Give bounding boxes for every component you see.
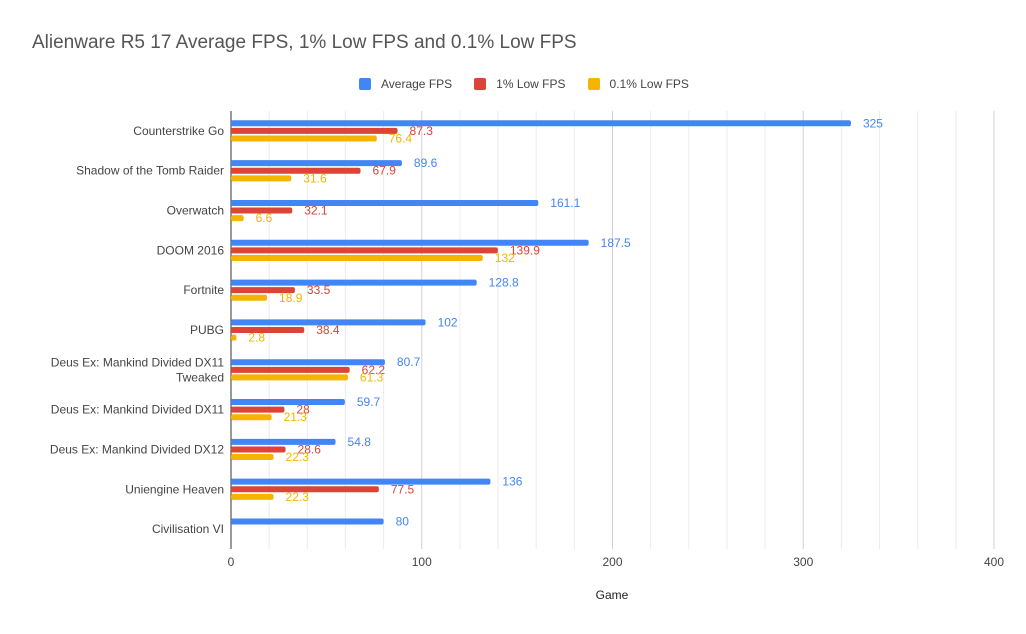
data-label: 161.1 bbox=[550, 196, 580, 210]
bar-average-fps bbox=[231, 120, 851, 127]
bar-average-fps bbox=[231, 518, 384, 525]
data-label: 31.6 bbox=[303, 171, 327, 185]
data-label: 80 bbox=[396, 514, 410, 528]
bar-1-low-fps bbox=[231, 446, 286, 453]
x-tick-label: 200 bbox=[602, 555, 622, 569]
x-tick-label: 100 bbox=[412, 555, 432, 569]
legend: Average FPS 1% Low FPS 0.1% Low FPS bbox=[359, 77, 711, 91]
bar-0-1-low-fps bbox=[231, 414, 272, 421]
bar-0-1-low-fps bbox=[231, 254, 483, 261]
bar-average-fps bbox=[231, 438, 336, 445]
legend-swatch bbox=[474, 78, 487, 90]
x-tick-label: 400 bbox=[984, 555, 1004, 569]
data-label: 28.6 bbox=[298, 442, 322, 456]
data-label: 76.4 bbox=[389, 132, 413, 146]
bar-0-1-low-fps bbox=[231, 135, 377, 142]
bar-0-1-low-fps bbox=[231, 374, 348, 381]
data-label: 87.3 bbox=[410, 124, 434, 138]
data-label: 6.6 bbox=[256, 211, 273, 225]
x-axis-title: Game bbox=[596, 588, 629, 602]
category-label: Uniengine Heaven bbox=[125, 482, 224, 496]
category-label: Tweaked bbox=[176, 370, 224, 384]
bar-average-fps bbox=[231, 319, 426, 326]
chart-title: Alienware R5 17 Average FPS, 1% Low FPS … bbox=[32, 32, 577, 53]
category-label: Fortnite bbox=[183, 283, 224, 297]
bar-average-fps bbox=[231, 160, 402, 167]
category-label: Deus Ex: Mankind Divided DX11 bbox=[51, 403, 225, 417]
bar-0-1-low-fps bbox=[231, 334, 237, 341]
bar-1-low-fps bbox=[231, 486, 379, 493]
data-label: 89.6 bbox=[414, 156, 438, 170]
data-label: 22.3 bbox=[286, 490, 310, 504]
legend-item: Average FPS bbox=[359, 77, 452, 91]
data-label: 59.7 bbox=[357, 395, 381, 409]
legend-label: Average FPS bbox=[381, 77, 453, 91]
bar-0-1-low-fps bbox=[231, 294, 268, 301]
data-label: 33.5 bbox=[307, 283, 331, 297]
bar-average-fps bbox=[231, 279, 477, 286]
bar-1-low-fps bbox=[231, 287, 295, 294]
data-label: 139.9 bbox=[510, 243, 540, 257]
legend-swatch bbox=[587, 78, 600, 90]
legend-label: 0.1% Low FPS bbox=[609, 77, 689, 91]
bar-1-low-fps bbox=[231, 247, 498, 254]
category-label: Counterstrike Go bbox=[133, 124, 224, 138]
data-label: 38.4 bbox=[316, 323, 340, 337]
bar-1-low-fps bbox=[231, 127, 398, 134]
legend-swatch bbox=[359, 78, 371, 90]
bar-0-1-low-fps bbox=[231, 175, 292, 182]
category-label: Deus Ex: Mankind Divided DX11 bbox=[51, 355, 225, 369]
legend-item: 1% Low FPS bbox=[474, 77, 566, 91]
data-label: 187.5 bbox=[601, 236, 631, 250]
category-label: Shadow of the Tomb Raider bbox=[76, 164, 224, 178]
bar-0-1-low-fps bbox=[231, 215, 244, 222]
bar-1-low-fps bbox=[231, 406, 285, 413]
data-label: 102 bbox=[438, 315, 458, 329]
data-label: 80.7 bbox=[397, 355, 421, 369]
data-label: 54.8 bbox=[348, 435, 372, 449]
x-tick-label: 0 bbox=[228, 555, 235, 569]
category-label: Civilisation VI bbox=[152, 522, 224, 536]
data-label: 77.5 bbox=[391, 482, 415, 496]
bar-average-fps bbox=[231, 399, 345, 406]
legend-item: 0.1% Low FPS bbox=[587, 77, 689, 91]
bar-1-low-fps bbox=[231, 327, 305, 333]
bar-1-low-fps bbox=[231, 207, 293, 214]
category-label: DOOM 2016 bbox=[157, 243, 225, 257]
category-label: PUBG bbox=[190, 323, 224, 337]
category-label: Overwatch bbox=[167, 204, 224, 218]
bar-average-fps bbox=[231, 478, 491, 485]
x-tick-label: 300 bbox=[793, 555, 813, 569]
bar-0-1-low-fps bbox=[231, 493, 274, 500]
data-label: 136 bbox=[502, 475, 522, 489]
bar-0-1-low-fps bbox=[231, 454, 274, 461]
data-label: 18.9 bbox=[279, 291, 303, 305]
bar-1-low-fps bbox=[231, 167, 361, 174]
data-label: 67.9 bbox=[373, 164, 397, 178]
data-label: 132 bbox=[495, 251, 515, 265]
data-label: 22.3 bbox=[286, 450, 310, 464]
data-label: 2.8 bbox=[248, 331, 265, 345]
bar-1-low-fps bbox=[231, 366, 350, 373]
data-label: 128.8 bbox=[489, 276, 519, 290]
data-label: 32.1 bbox=[304, 204, 328, 218]
data-label: 28 bbox=[296, 403, 310, 417]
bar-average-fps bbox=[231, 359, 385, 366]
data-label: 21.3 bbox=[284, 410, 308, 424]
data-label: 61.3 bbox=[360, 370, 384, 384]
legend-label: 1% Low FPS bbox=[496, 77, 566, 91]
bar-average-fps bbox=[231, 239, 589, 246]
data-label: 62.2 bbox=[362, 363, 386, 377]
category-label: Deus Ex: Mankind Divided DX12 bbox=[50, 442, 224, 456]
bar-average-fps bbox=[231, 199, 539, 206]
data-label: 325 bbox=[863, 116, 883, 130]
